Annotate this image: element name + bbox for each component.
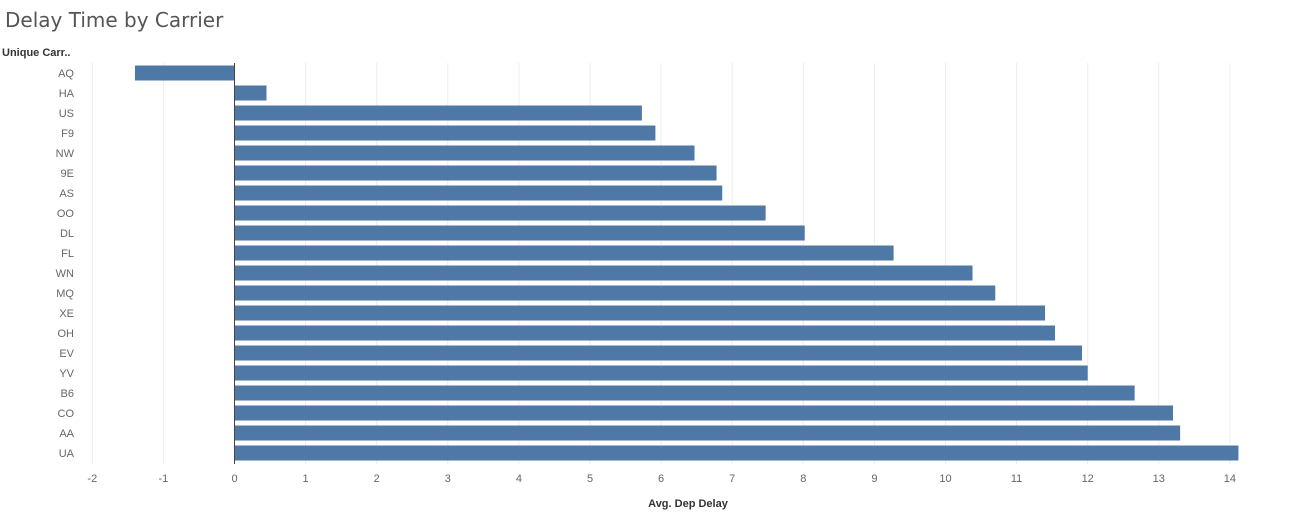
x-tick-label: 9 xyxy=(871,473,877,485)
x-tick-label: -2 xyxy=(87,473,97,485)
category-label[interactable]: OO xyxy=(57,208,75,220)
bar-f9[interactable] xyxy=(234,125,656,141)
category-label[interactable]: XE xyxy=(59,308,74,320)
category-label[interactable]: CO xyxy=(58,408,75,420)
category-label[interactable]: OH xyxy=(58,328,75,340)
category-label[interactable]: HA xyxy=(59,88,75,100)
x-tick-label: 13 xyxy=(1153,473,1165,485)
bar-mq[interactable] xyxy=(234,285,996,301)
bar-wn[interactable] xyxy=(234,265,973,281)
x-tick-label: 10 xyxy=(939,473,951,485)
x-tick-label: 11 xyxy=(1011,473,1022,485)
bar-9e[interactable] xyxy=(234,165,717,181)
x-tick-label: 2 xyxy=(374,473,380,485)
x-tick-label: 1 xyxy=(303,473,309,485)
bar-aq[interactable] xyxy=(134,65,235,81)
category-label[interactable]: US xyxy=(59,108,74,120)
x-tick-label: 3 xyxy=(445,473,451,485)
bar-fl[interactable] xyxy=(234,245,894,261)
x-tick-label: 0 xyxy=(231,473,237,485)
bar-yv[interactable] xyxy=(234,365,1088,381)
bar-oo[interactable] xyxy=(234,205,766,221)
bar-us[interactable] xyxy=(234,105,642,121)
grid-layer xyxy=(91,63,1231,464)
x-tick-label: 4 xyxy=(516,473,522,485)
category-label[interactable]: AS xyxy=(59,188,74,200)
bar-nw[interactable] xyxy=(234,145,695,161)
category-label[interactable]: FL xyxy=(61,248,74,260)
x-tick-label: -1 xyxy=(159,473,169,485)
row-header[interactable]: Unique Carr.. xyxy=(2,47,71,59)
category-label[interactable]: UA xyxy=(59,448,75,460)
bar-b6[interactable] xyxy=(234,385,1135,401)
category-label[interactable]: F9 xyxy=(61,128,74,140)
bar-layer xyxy=(134,65,1239,461)
bar-xe[interactable] xyxy=(234,305,1046,321)
bar-co[interactable] xyxy=(234,405,1174,421)
bar-ha[interactable] xyxy=(234,85,267,101)
bar-dl[interactable] xyxy=(234,225,805,241)
bar-aa[interactable] xyxy=(234,425,1181,441)
x-tick-label: 14 xyxy=(1224,473,1236,485)
x-tick-labels: -2 -1 0 1 2 3 4 5 6 7 8 9 10 11 12 13 14 xyxy=(87,473,1236,485)
category-label[interactable]: EV xyxy=(59,348,74,360)
category-labels: AQ HA US F9 NW 9E AS OO DL FL WN MQ XE OH EV YV B6 CO AA UA xyxy=(56,68,75,460)
bar-as[interactable] xyxy=(234,185,723,201)
x-tick-label: 7 xyxy=(729,473,735,485)
x-axis-title: Avg. Dep Delay xyxy=(648,498,729,510)
bar-ua[interactable] xyxy=(234,445,1239,461)
chart-title: Delay Time by Carrier xyxy=(5,8,224,32)
category-label[interactable]: DL xyxy=(60,228,74,240)
category-label[interactable]: B6 xyxy=(61,388,74,400)
category-label[interactable]: AA xyxy=(59,428,74,440)
category-label[interactable]: AQ xyxy=(58,68,74,80)
bar-ev[interactable] xyxy=(234,345,1083,361)
x-tick-label: 5 xyxy=(587,473,593,485)
x-tick-label: 6 xyxy=(658,473,664,485)
category-label[interactable]: MQ xyxy=(56,288,74,300)
category-label[interactable]: 9E xyxy=(61,168,74,180)
category-label[interactable]: WN xyxy=(56,268,74,280)
x-tick-label: 12 xyxy=(1082,473,1094,485)
x-tick-label: 8 xyxy=(800,473,806,485)
bar-oh[interactable] xyxy=(234,325,1055,341)
category-label[interactable]: YV xyxy=(59,368,74,380)
category-label[interactable]: NW xyxy=(56,148,75,160)
